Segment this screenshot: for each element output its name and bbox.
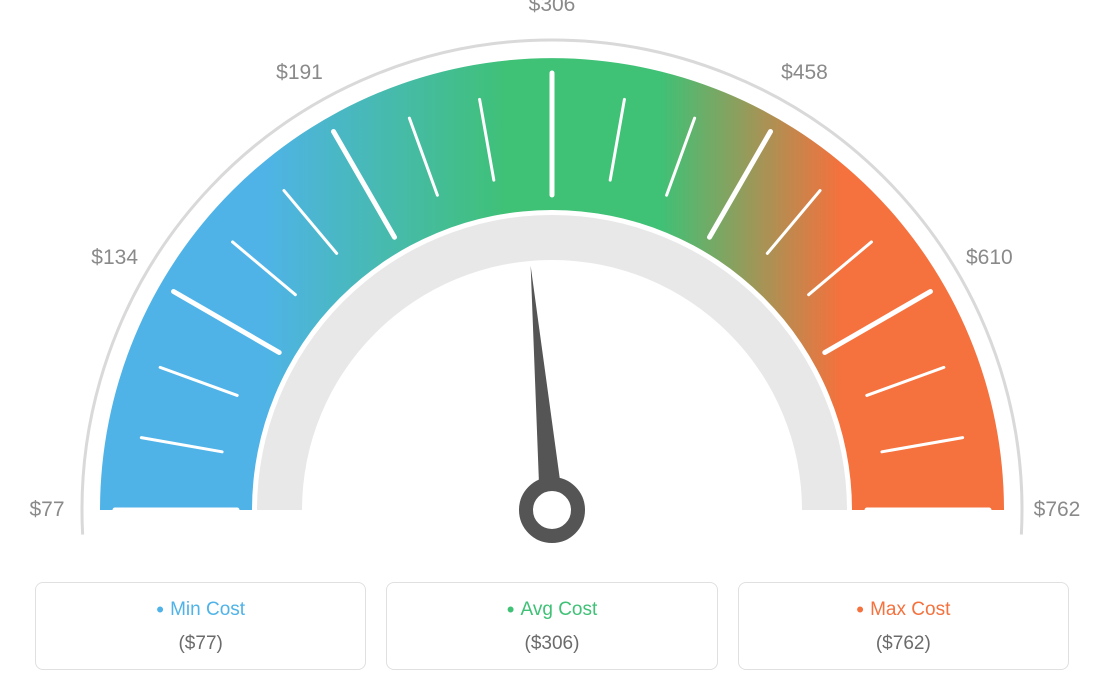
legend-max: Max Cost ($762)	[738, 582, 1069, 670]
legend-min-title: Min Cost	[46, 597, 355, 623]
legend-min: Min Cost ($77)	[35, 582, 366, 670]
legend-min-value: ($77)	[46, 633, 355, 655]
legend-avg-value: ($306)	[397, 633, 706, 655]
cost-gauge-chart: $77 $134 $191 $306 $458 $610 $762 Min Cost ($7…	[0, 0, 1104, 690]
legend-max-title: Max Cost	[749, 597, 1058, 623]
gauge-tick-label: $458	[781, 61, 828, 85]
gauge-tick-label: $762	[1034, 498, 1081, 522]
legend-avg-title: Avg Cost	[397, 597, 706, 623]
legend-avg: Avg Cost ($306)	[386, 582, 717, 670]
gauge-area: $77 $134 $191 $306 $458 $610 $762	[0, 0, 1104, 560]
gauge-tick-label: $191	[276, 61, 323, 85]
legend-row: Min Cost ($77) Avg Cost ($306) Max Cost …	[0, 582, 1104, 670]
gauge-svg	[0, 0, 1104, 560]
gauge-tick-label: $306	[529, 0, 576, 17]
gauge-tick-label: $610	[966, 246, 1013, 270]
gauge-tick-label: $77	[29, 498, 64, 522]
legend-max-value: ($762)	[749, 633, 1058, 655]
gauge-tick-label: $134	[91, 246, 138, 270]
